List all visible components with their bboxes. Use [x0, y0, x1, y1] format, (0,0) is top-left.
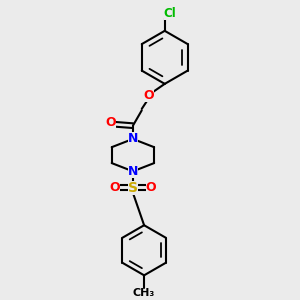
Text: O: O: [105, 116, 116, 129]
Text: CH₃: CH₃: [133, 288, 155, 298]
Text: Cl: Cl: [164, 7, 176, 20]
Text: O: O: [146, 181, 157, 194]
Text: N: N: [128, 165, 138, 178]
Text: S: S: [128, 181, 138, 194]
Text: N: N: [128, 132, 138, 146]
Text: O: O: [109, 181, 120, 194]
Text: O: O: [143, 88, 154, 102]
